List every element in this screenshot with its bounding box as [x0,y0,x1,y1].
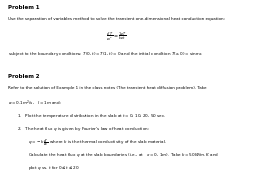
Text: Problem 1: Problem 1 [8,5,40,10]
Text: Calculate the heat flux $q$ at the slab boundaries (i.e., at   $x = 0$, $1m$). T: Calculate the heat flux $q$ at the slab … [28,151,219,159]
Text: $\alpha = 0.1m^2/s$,   $l = 1m$ and:: $\alpha = 0.1m^2/s$, $l = 1m$ and: [8,99,62,108]
Text: 1.   Plot the temperature distribution in the slab at $t = 0$, 10, 20, 50 sec.: 1. Plot the temperature distribution in … [17,112,166,120]
Text: $\frac{\partial^2 T}{\partial x^2} = \frac{1}{k}\frac{\partial T}{\partial t}$: $\frac{\partial^2 T}{\partial x^2} = \fr… [106,30,127,43]
Text: subject to the boundary conditions: $T(0, t) = T(1, t) = 0$ and the initial cond: subject to the boundary conditions: $T(0… [8,50,204,58]
Text: 2.   The heat flux $q$ is given by Fourier's law of heat conduction:: 2. The heat flux $q$ is given by Fourier… [17,125,150,133]
Text: Problem 2: Problem 2 [8,74,40,79]
Text: Refer to the solution of Example 1 in the class notes (The transient heat diffus: Refer to the solution of Example 1 in th… [8,86,207,90]
Text: Use the separation of variables method to solve the transient one-dimensional he: Use the separation of variables method t… [8,17,225,21]
Text: plot $q$ vs. $t$ for $0 \leq t \leq 20$.: plot $q$ vs. $t$ for $0 \leq t \leq 20$. [28,164,81,172]
Text: $q = -k\frac{\partial T}{\partial x}$, where $k$ is the thermal conductivity of : $q = -k\frac{\partial T}{\partial x}$, w… [28,138,167,149]
